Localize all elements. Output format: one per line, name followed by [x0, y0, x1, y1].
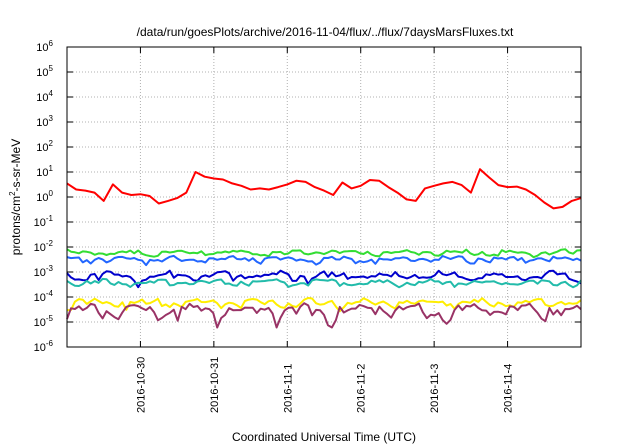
y-tick-base: 10: [34, 217, 46, 229]
series-line-4: [66, 269, 582, 289]
y-tick-exp: 1: [49, 164, 54, 173]
y-tick-exp: -5: [46, 314, 54, 323]
x-axis-ticks: 2016-10-30 2016-10-31 2016-11-1 2016-11-2 20…: [135, 47, 515, 413]
x-axis-label: Coordinated Universal Time (UTC): [232, 430, 416, 444]
y-tick-base: 10: [36, 67, 48, 79]
y-tick-exp: -6: [46, 339, 54, 348]
series-line-7: [66, 302, 582, 329]
x-tick-label: 2016-11-4: [503, 364, 515, 413]
y-tick-label: 10-5: [34, 314, 54, 329]
y-tick-label: 10-4: [34, 289, 54, 304]
y-tick-base: 10: [36, 192, 48, 204]
y-tick-base: 10: [36, 42, 48, 54]
y-tick-base: 10: [34, 317, 46, 329]
y-tick-base: 10: [34, 242, 46, 254]
y-tick-label: 10-6: [34, 339, 54, 354]
y-axis-label: protons/cm2-s-sr-MeV: [8, 139, 23, 255]
y-tick-base: 10: [36, 167, 48, 179]
series-layer: [66, 168, 582, 329]
y-axis-ticks: 10-610-510-410-310-210-11001011021031041…: [34, 39, 581, 354]
y-tick-exp: 4: [49, 89, 54, 98]
x-tick-label: 2016-11-2: [356, 364, 368, 413]
y-axis-label-base: protons/cm: [9, 196, 23, 255]
y-tick-exp: 3: [49, 114, 54, 123]
y-tick-exp: 6: [49, 39, 54, 48]
x-tick-label: 2016-11-3: [429, 364, 441, 413]
y-tick-exp: -4: [46, 289, 54, 298]
series-line-1: [66, 168, 582, 210]
y-tick-label: 105: [36, 64, 53, 79]
x-tick-label: 2016-10-31: [209, 357, 221, 413]
y-tick-label: 100: [36, 189, 53, 204]
y-tick-label: 10-1: [34, 214, 54, 229]
y-tick-label: 102: [36, 139, 53, 154]
series-line-5: [66, 277, 582, 289]
y-tick-exp: 5: [49, 64, 54, 73]
series-line-2: [66, 248, 582, 259]
y-tick-label: 104: [36, 89, 53, 104]
y-axis-label-sup: 2: [8, 191, 17, 196]
y-tick-base: 10: [36, 92, 48, 104]
y-tick-exp: -1: [46, 214, 54, 223]
chart-title: /data/run/goesPlots/archive/2016-11-04/f…: [137, 25, 514, 39]
y-tick-label: 10-3: [34, 264, 54, 279]
y-axis-label-rest: -s-sr-MeV: [9, 139, 23, 192]
series-line-6: [66, 297, 582, 313]
x-tick-label: 2016-11-1: [282, 364, 294, 413]
y-tick-exp: -2: [46, 239, 54, 248]
y-tick-base: 10: [36, 117, 48, 129]
y-tick-exp: -3: [46, 264, 54, 273]
series-line-3: [66, 254, 582, 267]
y-tick-label: 103: [36, 114, 53, 129]
grid-layer: [67, 47, 581, 347]
y-tick-exp: 2: [49, 139, 54, 148]
y-tick-base: 10: [34, 292, 46, 304]
y-tick-base: 10: [36, 142, 48, 154]
y-tick-base: 10: [34, 342, 46, 354]
y-tick-label: 10-2: [34, 239, 54, 254]
y-tick-base: 10: [34, 267, 46, 279]
x-tick-label: 2016-10-30: [135, 357, 147, 413]
y-tick-exp: 0: [49, 189, 54, 198]
y-tick-label: 106: [36, 39, 53, 54]
y-tick-label: 101: [36, 164, 53, 179]
